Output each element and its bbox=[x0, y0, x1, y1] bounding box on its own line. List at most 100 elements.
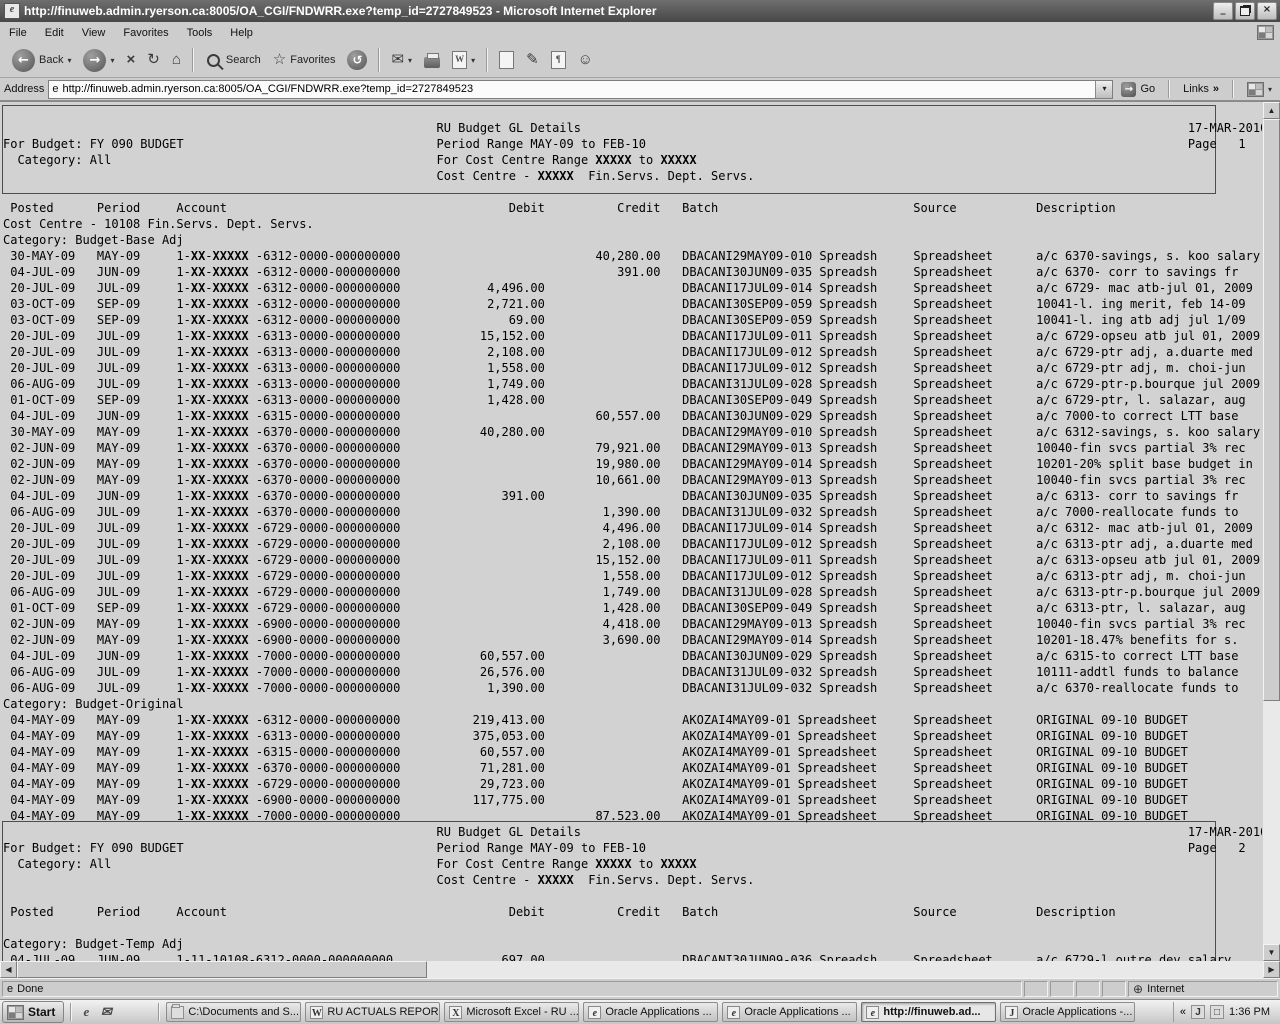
menu-favorites[interactable]: Favorites bbox=[123, 26, 169, 39]
edit-dropdown-icon[interactable]: ▾ bbox=[471, 55, 476, 65]
links-chevron-icon: » bbox=[1212, 83, 1219, 95]
taskbar-button-oracle-1[interactable]: e Oracle Applications ... bbox=[583, 1002, 719, 1022]
mail-button[interactable]: ✉ ▾ bbox=[385, 47, 418, 73]
restore-button[interactable] bbox=[1235, 2, 1255, 20]
minimize-button[interactable]: _ bbox=[1213, 2, 1233, 20]
taskbar-button-label: C:\Documents and S... bbox=[188, 1006, 300, 1018]
stop-icon: × bbox=[126, 51, 136, 68]
research-icon: ¶ bbox=[550, 51, 566, 69]
go-arrow-icon: → bbox=[1121, 81, 1137, 97]
windows-brand-icon bbox=[1246, 81, 1264, 97]
discuss-button[interactable]: ✎ bbox=[520, 47, 545, 73]
brand-button[interactable]: ▾ bbox=[1243, 79, 1276, 100]
address-bar: Address e http://finuweb.admin.ryerson.c… bbox=[0, 78, 1280, 101]
tray-java-icon[interactable]: J bbox=[1191, 1005, 1206, 1019]
messenger-button[interactable]: ☺ bbox=[572, 47, 599, 73]
home-button[interactable]: ⌂ bbox=[166, 47, 187, 73]
taskbar-separator bbox=[70, 1003, 73, 1021]
page-tool-button[interactable] bbox=[493, 48, 520, 72]
address-dropdown-icon[interactable]: ▾ bbox=[1095, 80, 1113, 98]
addressbar-separator bbox=[1231, 80, 1234, 98]
taskbar-separator bbox=[158, 1003, 161, 1021]
menu-view[interactable]: View bbox=[81, 26, 106, 39]
menu-file[interactable]: File bbox=[9, 26, 27, 39]
taskbar-button-oracle-2[interactable]: e Oracle Applications ... bbox=[722, 1002, 858, 1022]
mail-icon: ✉ bbox=[391, 51, 405, 68]
menu-tools[interactable]: Tools bbox=[186, 26, 213, 39]
edit-button[interactable]: W ▾ bbox=[446, 48, 481, 72]
go-button[interactable]: → Go bbox=[1117, 79, 1159, 100]
toolbar-separator bbox=[378, 48, 381, 72]
taskbar-button-label: Oracle Applications -... bbox=[1022, 1006, 1133, 1018]
taskbar-button-explorer[interactable]: C:\Documents and S... bbox=[166, 1002, 302, 1022]
java-icon: J bbox=[1005, 1005, 1019, 1019]
start-button[interactable]: Start bbox=[2, 1001, 65, 1023]
addressbar-separator bbox=[1168, 80, 1171, 98]
windows-logo-icon bbox=[1257, 25, 1274, 40]
menu-edit[interactable]: Edit bbox=[44, 26, 64, 39]
scroll-up-icon[interactable]: ▲ bbox=[1263, 102, 1280, 119]
vertical-scrollbar[interactable]: ▲ ▼ bbox=[1263, 102, 1280, 961]
tray-chevron-icon[interactable]: « bbox=[1179, 1006, 1187, 1018]
taskbar-button-word[interactable]: W RU ACTUALS REPOR... bbox=[305, 1002, 441, 1022]
system-tray: « J □ 1:36 PM bbox=[1172, 1002, 1278, 1022]
scroll-right-icon[interactable]: ▶ bbox=[1263, 961, 1280, 978]
taskbar-button-label: Microsoft Excel - RU ... bbox=[466, 1006, 579, 1018]
forward-icon: → bbox=[83, 48, 107, 72]
menu-help[interactable]: Help bbox=[230, 26, 253, 39]
print-button[interactable] bbox=[418, 49, 446, 71]
menu-bar: File Edit View Favorites Tools Help bbox=[0, 22, 1280, 44]
ie-icon: e bbox=[588, 1005, 602, 1019]
restore-icon bbox=[1240, 6, 1250, 16]
status-pane-empty bbox=[1102, 981, 1126, 997]
mail-dropdown-icon[interactable]: ▾ bbox=[408, 55, 413, 65]
links-button[interactable]: Links » bbox=[1179, 80, 1223, 98]
taskbar-button-excel[interactable]: X Microsoft Excel - RU ... bbox=[444, 1002, 580, 1022]
address-url: http://finuweb.admin.ryerson.ca:8005/OA_… bbox=[62, 83, 474, 95]
ie-page-icon: e bbox=[7, 983, 14, 995]
favorites-label: Favorites bbox=[290, 54, 336, 66]
horizontal-scroll-thumb[interactable] bbox=[17, 961, 427, 978]
taskbar-button-oracle-java[interactable]: J Oracle Applications -... bbox=[1000, 1002, 1136, 1022]
search-button[interactable]: Search bbox=[199, 49, 267, 72]
status-bar: e Done ⊕ Internet bbox=[0, 978, 1280, 999]
taskbar-button-finuweb-active[interactable]: e http://finuweb.ad... bbox=[861, 1002, 997, 1022]
tray-display-icon[interactable]: □ bbox=[1210, 1005, 1225, 1019]
folder-icon bbox=[171, 1003, 185, 1019]
back-icon: ← bbox=[12, 48, 35, 72]
close-button[interactable]: × bbox=[1257, 2, 1277, 20]
title-bar: e http://finuweb.admin.ryerson.ca:8005/O… bbox=[0, 0, 1280, 23]
links-label: Links bbox=[1183, 83, 1209, 95]
toolbar-separator bbox=[191, 48, 194, 72]
brand-dropdown-icon[interactable]: ▾ bbox=[1267, 84, 1272, 94]
scroll-left-icon[interactable]: ◀ bbox=[0, 961, 17, 978]
forward-button[interactable]: → ▾ bbox=[77, 46, 120, 75]
stop-button[interactable]: × bbox=[121, 47, 142, 73]
print-icon bbox=[424, 53, 441, 68]
ie-icon: e bbox=[866, 1005, 880, 1019]
quick-launch-ie-icon[interactable]: e bbox=[83, 1004, 90, 1019]
quick-launch-app-icon[interactable]: ✉ bbox=[100, 1004, 112, 1019]
messenger-icon: ☺ bbox=[577, 51, 593, 68]
ie-page-icon: e bbox=[4, 3, 20, 19]
taskbar: Start e ✉ C:\Documents and S... W RU ACT… bbox=[0, 999, 1280, 1024]
back-button[interactable]: ← Back ▾ bbox=[6, 46, 77, 75]
horizontal-scrollbar[interactable]: ◀ ▶ bbox=[0, 961, 1280, 978]
research-button[interactable]: ¶ bbox=[545, 48, 572, 72]
vertical-scroll-thumb[interactable] bbox=[1263, 119, 1280, 701]
report-text: RU Budget GL Details 17-MAR-2010 For Bud… bbox=[3, 121, 1262, 961]
security-zone-pane: ⊕ Internet bbox=[1128, 981, 1278, 997]
history-button[interactable]: ↺ bbox=[341, 47, 373, 73]
discuss-icon: ✎ bbox=[526, 51, 539, 68]
scroll-down-icon[interactable]: ▼ bbox=[1263, 944, 1280, 961]
forward-dropdown-icon[interactable]: ▾ bbox=[110, 55, 115, 65]
report-header-box-page2 bbox=[2, 821, 1216, 961]
refresh-button[interactable]: ↻ bbox=[141, 47, 166, 73]
favorites-button[interactable]: ☆ Favorites bbox=[267, 47, 342, 73]
back-dropdown-icon[interactable]: ▾ bbox=[67, 55, 72, 65]
address-input[interactable]: e http://finuweb.admin.ryerson.ca:8005/O… bbox=[48, 79, 1114, 99]
page-icon bbox=[499, 51, 515, 69]
zone-text: Internet bbox=[1147, 983, 1185, 995]
toolbar-separator bbox=[486, 48, 489, 72]
go-label: Go bbox=[1140, 83, 1156, 95]
